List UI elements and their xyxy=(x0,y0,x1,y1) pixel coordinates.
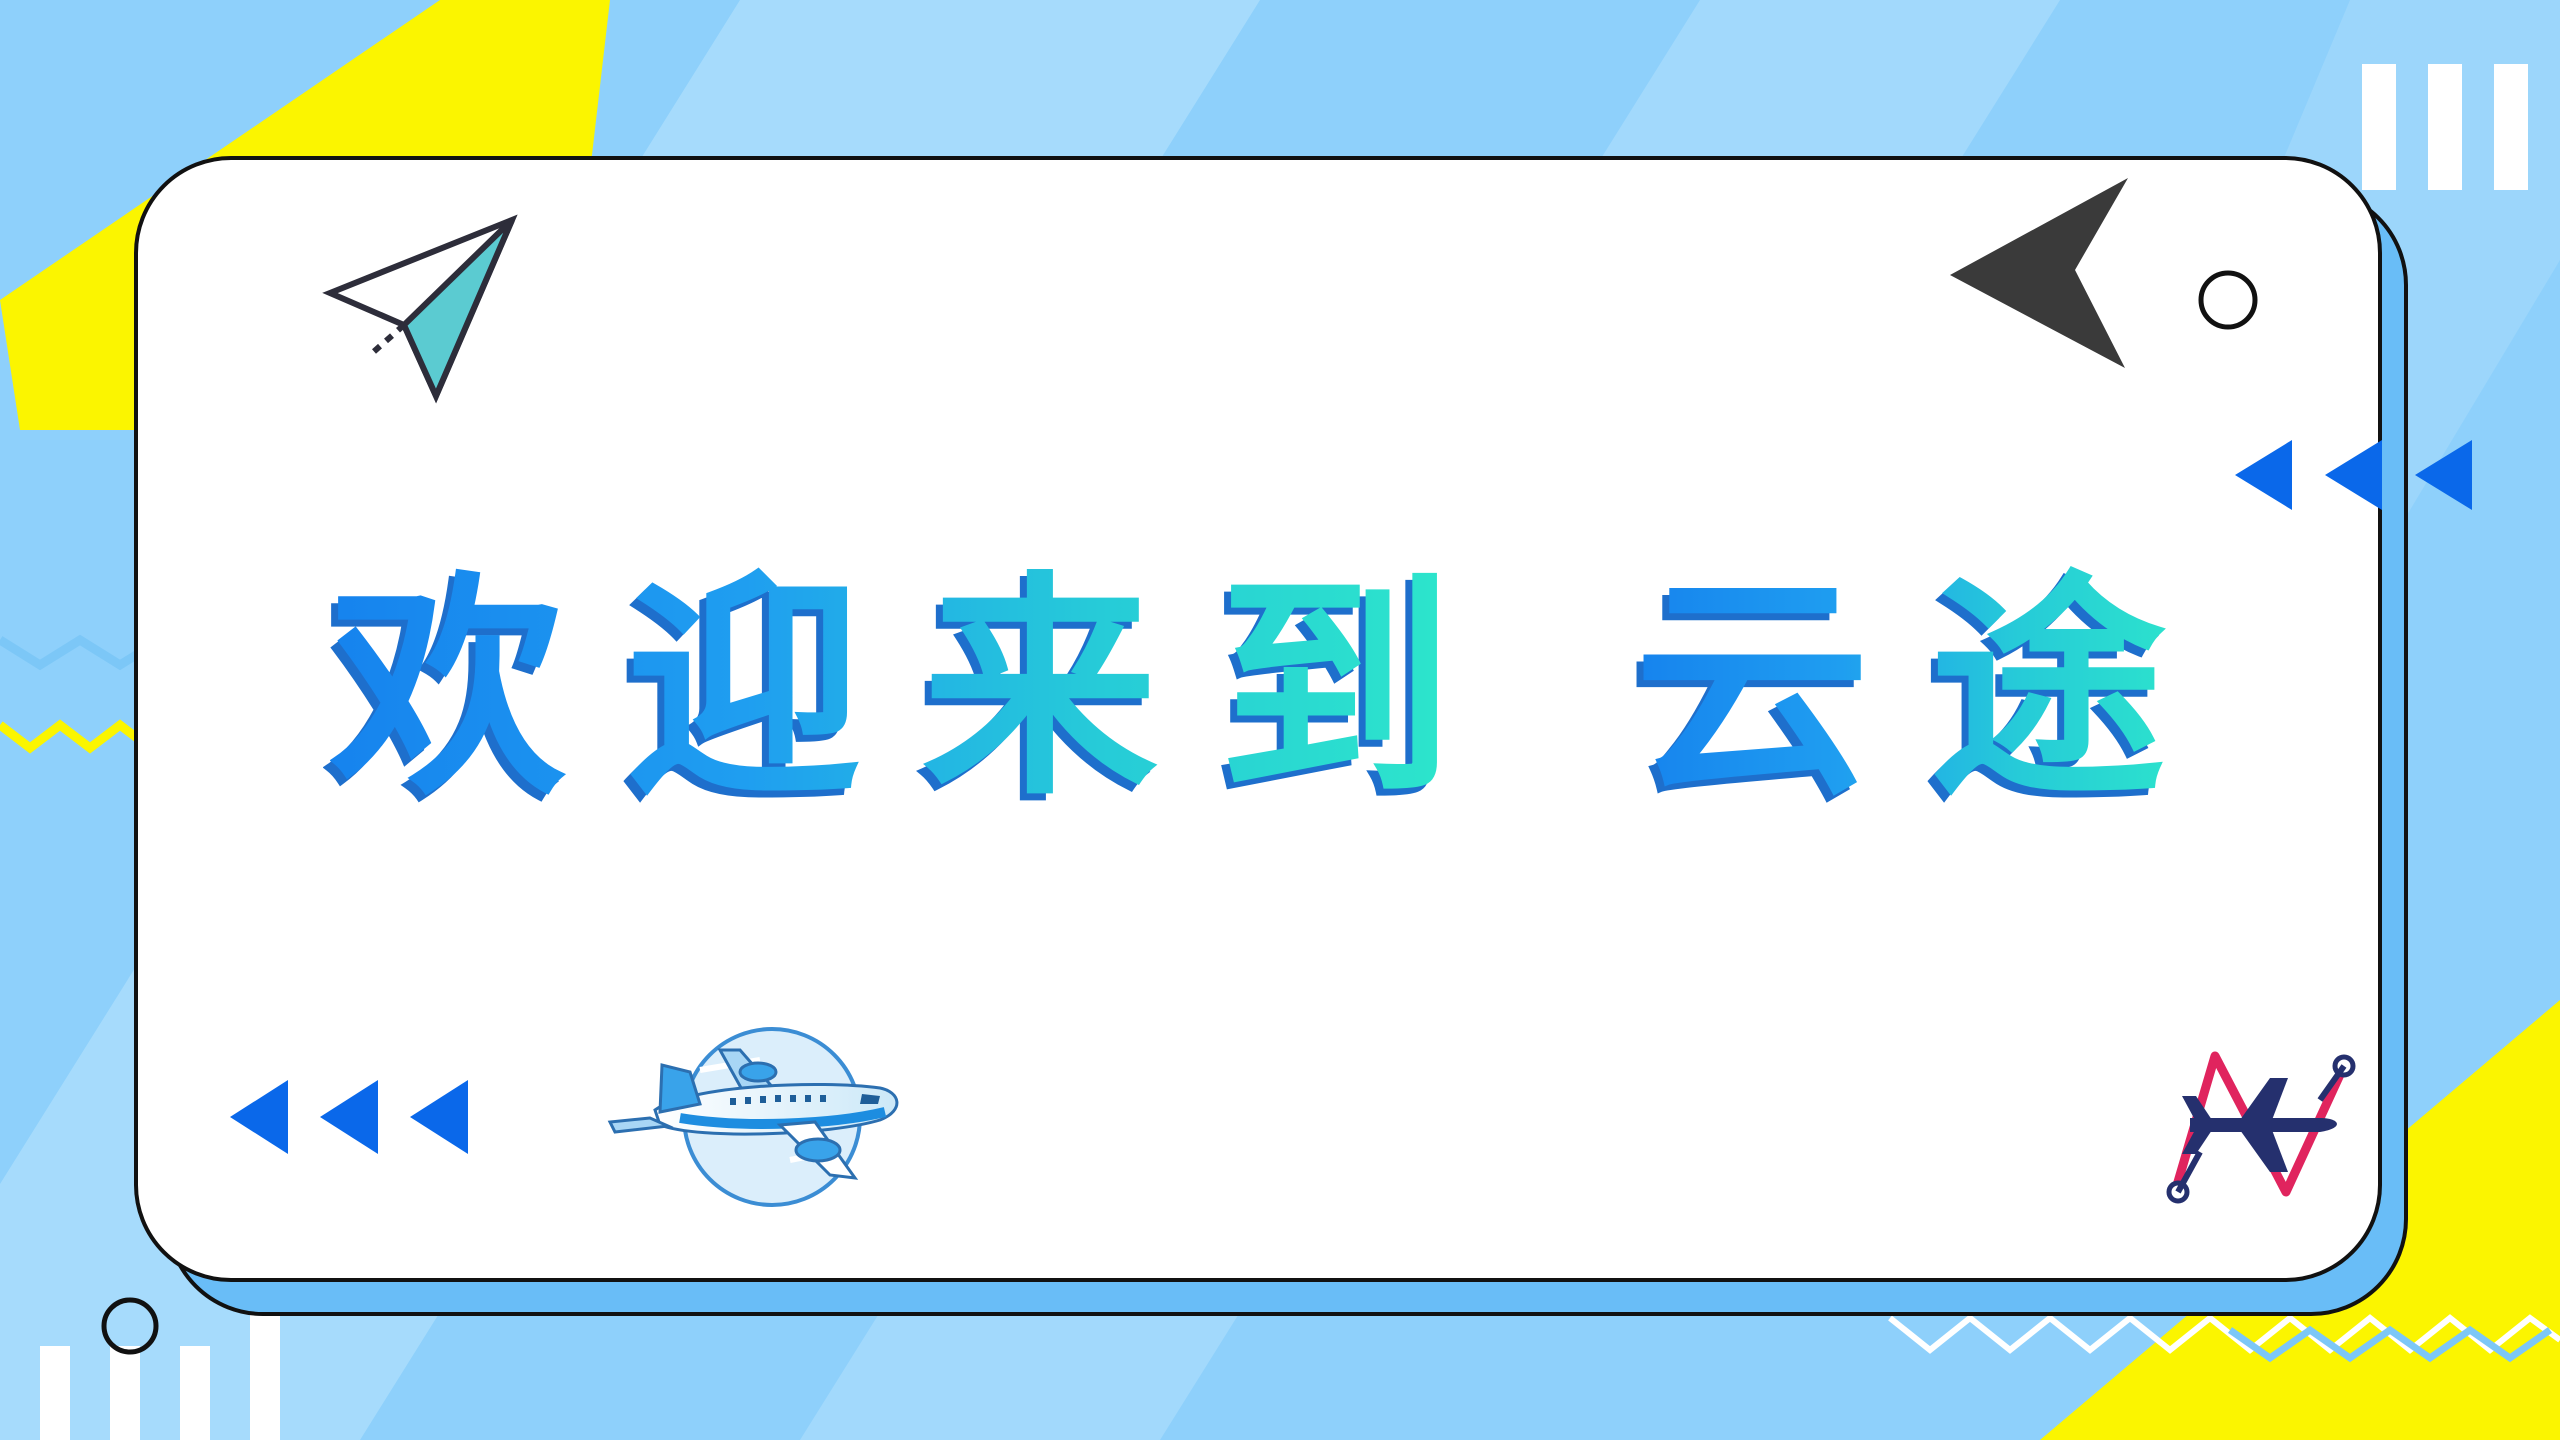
bars-icon xyxy=(2428,64,2462,190)
title-welcome-text: 欢迎来到 xyxy=(330,552,1514,827)
bars-icon xyxy=(110,1346,140,1440)
bars-icon xyxy=(40,1346,70,1440)
bars-icon xyxy=(2494,64,2528,190)
bars-icon xyxy=(180,1346,210,1440)
welcome-title: 欢迎来到 云途 xyxy=(330,540,2290,840)
bars-icon xyxy=(2362,64,2396,190)
circle-outline-icon xyxy=(2201,273,2255,327)
title-brand-text: 云途 xyxy=(1634,552,2226,827)
